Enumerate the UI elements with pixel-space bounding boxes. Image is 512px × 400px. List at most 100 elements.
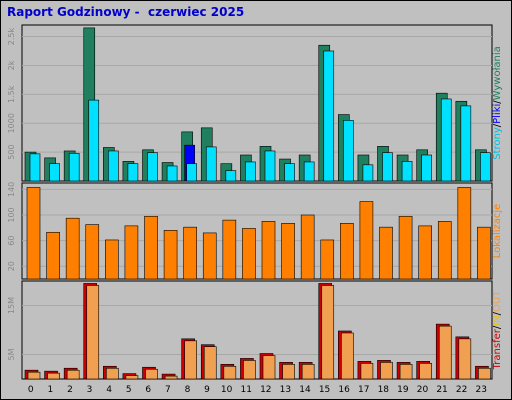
plot-area — [21, 182, 493, 280]
bar-files — [147, 152, 158, 182]
bar-transfer-out — [360, 363, 374, 380]
bar-sites — [300, 214, 315, 280]
bar-transfer-out — [301, 364, 315, 380]
bar-sites — [183, 226, 197, 280]
bar-transfer-out — [341, 332, 354, 380]
bar-files — [29, 153, 41, 182]
x-tick-label: 19 — [397, 385, 409, 395]
bar-sites — [281, 223, 295, 280]
y-tick-label: 15M — [7, 297, 16, 314]
x-tick-label: 14 — [299, 385, 311, 395]
bar-transfer-out — [184, 340, 197, 380]
x-tick-label: 2 — [67, 385, 73, 395]
bar-sites — [163, 230, 178, 280]
bar-transfer-out — [66, 369, 80, 380]
bar-files — [68, 152, 80, 182]
x-tick-label: 7 — [165, 385, 171, 395]
bar-transfer-out — [321, 285, 335, 380]
bar-files — [382, 152, 393, 182]
x-tick-label: 3 — [87, 385, 93, 395]
bar-sites — [457, 187, 472, 280]
axis-label-part: OUT — [492, 290, 503, 312]
bar-sites — [359, 201, 374, 280]
bar-sites — [46, 231, 60, 280]
x-tick-label: 10 — [221, 385, 233, 395]
y-tick-label: 1.5k — [7, 85, 16, 103]
plot-area — [21, 24, 493, 182]
axis-label-part: Strony — [492, 127, 503, 160]
x-tick-label: 16 — [338, 385, 350, 395]
bar-sites — [85, 224, 100, 280]
bar-sites — [202, 232, 217, 280]
bar-files — [460, 105, 472, 182]
bar-files — [480, 152, 491, 182]
y-tick-label: 2.5k — [7, 28, 16, 46]
bar-transfer-out — [164, 375, 178, 380]
bar-files — [284, 163, 295, 182]
y-tick-label: 2k — [7, 60, 16, 70]
y-tick-label: 1000 — [7, 113, 16, 133]
bar-sites — [144, 215, 158, 280]
axis-label-part: / — [492, 100, 503, 104]
bar-sites — [105, 239, 119, 280]
bar-files — [440, 98, 452, 182]
y-tick-label: 100 — [7, 207, 16, 222]
bar-files — [88, 99, 100, 182]
bar-files — [186, 163, 197, 182]
bar-sites — [261, 221, 276, 280]
bar-sites — [437, 221, 452, 280]
bar-transfer-out — [243, 360, 256, 380]
bar-transfer-out — [47, 372, 60, 380]
bar-files — [127, 163, 139, 182]
bar-transfer-out — [203, 346, 217, 380]
bar-transfer-out — [399, 364, 413, 380]
x-tick-label: 0 — [28, 385, 34, 395]
x-tick-label: 17 — [358, 385, 369, 395]
axis-label: Transfer/IN/OUT — [492, 290, 503, 371]
x-tick-label: 12 — [260, 385, 271, 395]
bar-transfer-out — [145, 368, 158, 380]
y-tick-label: 140 — [7, 182, 16, 197]
y-tick-label: 60 — [7, 236, 16, 246]
bar-sites — [398, 215, 413, 280]
bar-files — [343, 120, 354, 182]
bar-transfer-out — [125, 375, 139, 380]
plot-area — [21, 280, 493, 380]
axis-label: Lokalizacje — [492, 204, 503, 259]
bar-transfer-out — [86, 285, 100, 380]
bar-files — [49, 163, 60, 182]
x-tick-label: 23 — [475, 385, 486, 395]
bar-files — [323, 50, 335, 182]
x-tick-label: 1 — [48, 385, 54, 395]
bar-files — [303, 161, 315, 182]
bar-transfer-out — [458, 338, 472, 380]
bar-transfer-out — [223, 365, 237, 380]
x-tick-label: 18 — [378, 385, 390, 395]
axis-label-part: Lokalizacje — [492, 204, 503, 259]
bar-files — [362, 164, 374, 182]
bar-sites — [65, 217, 80, 280]
axis-label-part: Pliki — [492, 104, 503, 124]
bar-transfer-out — [438, 325, 452, 380]
bar-files — [225, 170, 237, 182]
bar-transfer-out — [27, 371, 41, 380]
bar-files — [421, 154, 432, 182]
bar-transfer-out — [478, 367, 491, 380]
x-tick-label: 5 — [126, 385, 132, 395]
page-title: Raport Godzinowy - czerwiec 2025 — [7, 5, 245, 19]
axis-label: Strony/Pliki/Wywołania — [492, 46, 503, 160]
bar-files — [108, 150, 119, 182]
axis-label-part: Wywołania — [492, 46, 503, 100]
x-tick-label: 22 — [456, 385, 467, 395]
bar-transfer-out — [262, 355, 276, 380]
axis-label-part: / — [492, 325, 503, 329]
bar-sites — [222, 219, 237, 280]
axis-label-part: / — [492, 311, 503, 315]
bar-sites — [320, 239, 335, 280]
x-tick-label: 15 — [319, 385, 330, 395]
x-tick-label: 9 — [204, 385, 210, 395]
axis-label-part: Transfer — [492, 328, 503, 370]
bar-transfer-out — [106, 367, 119, 380]
bar-sites — [124, 225, 139, 280]
